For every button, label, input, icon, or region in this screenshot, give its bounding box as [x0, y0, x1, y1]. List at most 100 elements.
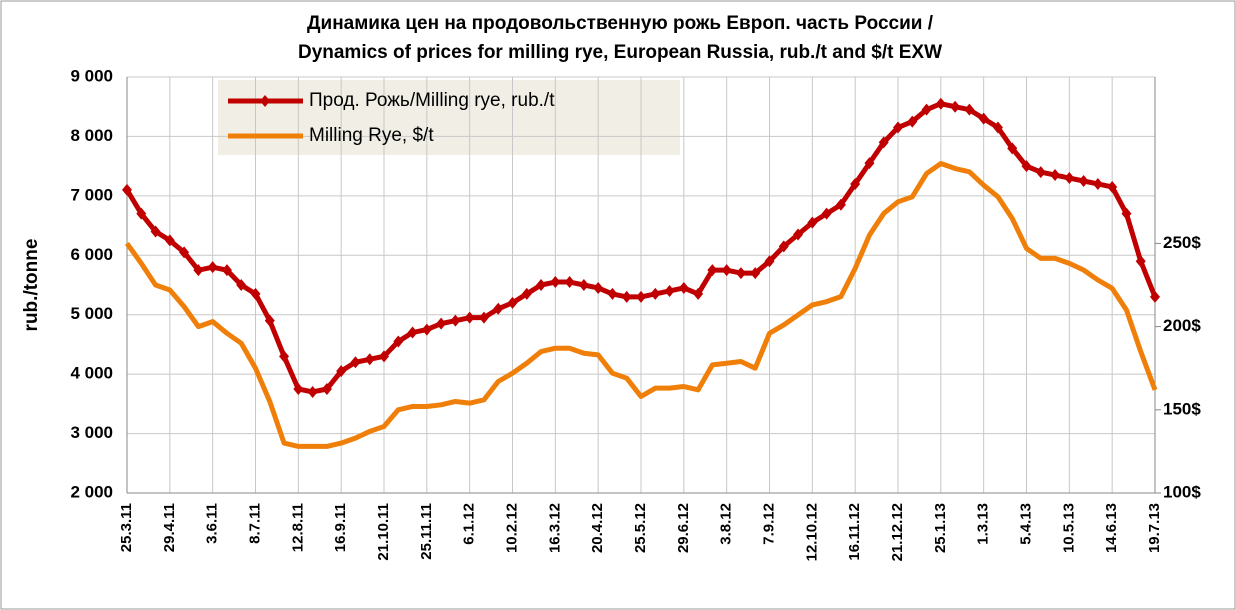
point-marker [678, 281, 689, 294]
point-marker [207, 261, 218, 274]
point-marker [507, 296, 518, 309]
point-marker [735, 267, 746, 280]
y2-tick-label: 100$ [1163, 482, 1201, 501]
point-marker [693, 287, 704, 300]
series-line [124, 161, 1158, 449]
point-marker [793, 228, 804, 241]
point-marker [221, 264, 232, 277]
point-marker [893, 121, 903, 134]
point-marker [907, 115, 918, 128]
point-marker [1035, 166, 1046, 179]
point-marker [807, 216, 818, 229]
y2-tick-label: 150$ [1163, 399, 1201, 418]
point-marker [835, 198, 846, 211]
point-marker [321, 383, 332, 395]
y-tick-label: 5 000 [70, 304, 113, 323]
point-marker [493, 302, 504, 315]
point-marker [521, 287, 532, 300]
point-marker [650, 287, 661, 300]
point-marker [664, 284, 675, 297]
legend-box [218, 80, 680, 155]
x-tick-label: 25.11.11 [418, 503, 435, 560]
point-marker [550, 276, 561, 289]
y2-tick-label: 200$ [1163, 316, 1201, 335]
point-marker [821, 207, 832, 220]
point-marker [1092, 177, 1103, 190]
legend-marker [260, 95, 270, 107]
y-tick-label: 2 000 [70, 482, 113, 501]
point-marker [778, 240, 789, 253]
x-tick-label: 7.9.12 [760, 503, 777, 545]
x-tick-label: 10.5.13 [1060, 503, 1077, 553]
x-tick-label: 10.2.12 [503, 503, 520, 553]
x-tick-label: 16.11.12 [846, 503, 863, 561]
point-marker [607, 287, 618, 300]
point-marker [236, 279, 247, 291]
point-marker [964, 103, 975, 116]
x-tick-label: 20.4.12 [589, 503, 606, 553]
point-marker [621, 290, 632, 303]
point-marker [992, 121, 1003, 134]
point-marker [293, 383, 304, 395]
point-marker [379, 350, 389, 363]
x-tick-label: 29.4.11 [161, 503, 178, 552]
point-marker [921, 103, 932, 116]
point-marker [350, 356, 361, 369]
x-tick-label: 14.6.13 [1103, 503, 1120, 553]
y2-tick-label: 250$ [1163, 233, 1201, 252]
y-tick-label: 7 000 [70, 185, 113, 204]
point-marker [578, 279, 589, 291]
point-marker [307, 385, 318, 398]
point-marker [264, 314, 275, 327]
x-tick-label: 16.3.12 [546, 503, 563, 553]
point-marker [364, 353, 375, 366]
point-marker [764, 255, 775, 268]
point-marker [136, 207, 147, 220]
point-marker [1107, 180, 1118, 193]
x-tick-label: 3.8.12 [718, 503, 735, 545]
point-marker [935, 97, 946, 110]
point-marker [421, 323, 432, 336]
x-tick-label: 16.9.11 [332, 503, 349, 552]
point-marker [636, 290, 646, 303]
point-marker [950, 100, 961, 113]
point-marker [150, 225, 161, 238]
point-marker [122, 183, 132, 196]
point-marker [464, 311, 475, 324]
legend-label: Прод. Рожь/Milling rye, rub./t [309, 90, 555, 111]
y-tick-label: 6 000 [70, 245, 113, 264]
x-tick-label: 25.3.11 [118, 503, 135, 552]
y-axis-label: rub./tonne [21, 239, 42, 332]
point-marker [1021, 160, 1032, 173]
point-marker [1121, 207, 1132, 220]
x-tick-label: 21.12.12 [889, 503, 906, 561]
point-marker [878, 136, 889, 149]
point-marker [978, 112, 989, 125]
point-marker [193, 264, 204, 277]
point-marker [393, 335, 404, 348]
y-tick-label: 4 000 [70, 364, 113, 383]
point-marker [478, 311, 489, 324]
point-marker [450, 314, 461, 327]
x-tick-label: 8.7.11 [246, 503, 263, 544]
point-marker [336, 365, 347, 378]
point-marker [1007, 142, 1018, 155]
point-marker [850, 177, 861, 190]
point-marker [407, 326, 418, 339]
point-marker [536, 279, 547, 291]
point-marker [721, 264, 732, 277]
x-tick-label: 12.10.12 [803, 503, 820, 561]
point-marker [1050, 169, 1061, 182]
point-marker [593, 281, 604, 294]
point-marker [1078, 175, 1089, 187]
x-tick-label: 12.8.11 [289, 503, 306, 552]
point-marker [250, 287, 261, 300]
point-marker [1135, 255, 1146, 268]
point-marker [564, 276, 575, 289]
x-tick-label: 3.6.11 [204, 503, 221, 544]
legend-label: Milling Rye, $/t [309, 125, 434, 146]
x-tick-label: 29.6.12 [675, 503, 692, 553]
point-marker [864, 157, 875, 170]
point-marker [179, 246, 190, 259]
